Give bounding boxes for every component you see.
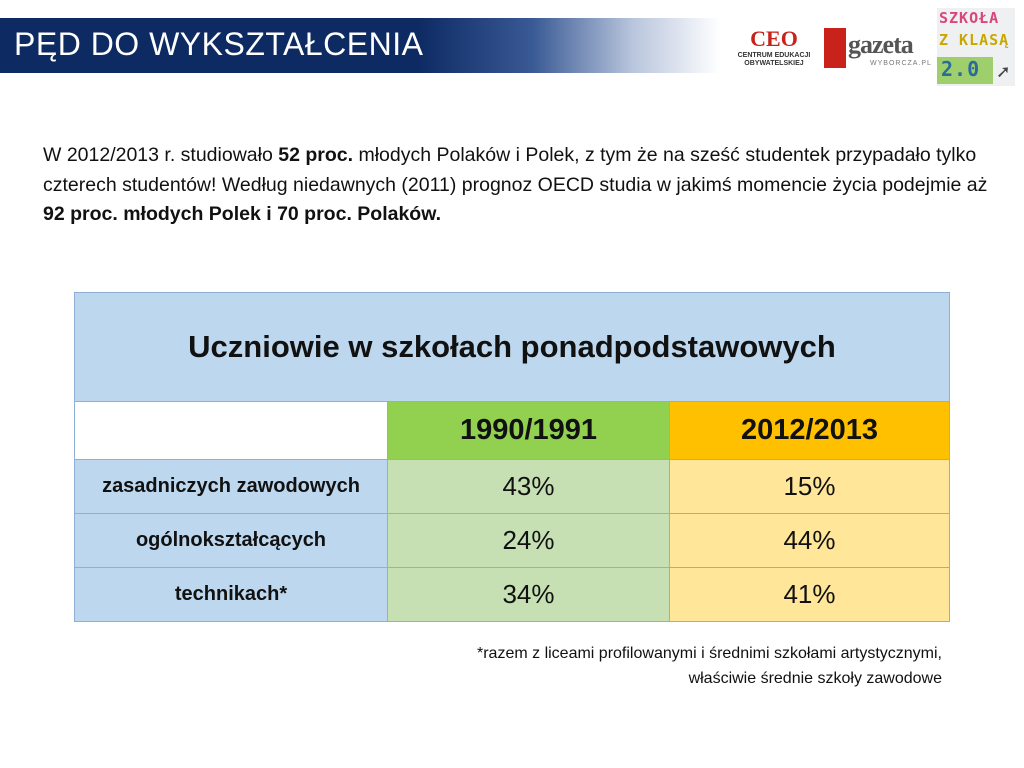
table-header-1990: 1990/1991 <box>387 401 670 460</box>
szkola-logo-line3: 2.0 <box>937 57 993 84</box>
gazeta-logo-sub: WYBORCZA.PL <box>870 60 932 67</box>
table-corner-cell <box>74 401 388 460</box>
ceo-logo: CEO CENTRUM EDUKACJI OBYWATELSKIEJ <box>732 26 816 80</box>
cursor-icon: ➚ <box>997 60 1010 84</box>
table-row: zasadniczych zawodowych 43% 15% <box>74 459 950 514</box>
row-value-2012: 41% <box>669 567 950 622</box>
row-label: technikach* <box>74 567 388 622</box>
row-label: ogólnokształcących <box>74 513 388 568</box>
row-value-2012: 44% <box>669 513 950 568</box>
row-value-2012: 15% <box>669 459 950 514</box>
row-value-1990: 34% <box>387 567 670 622</box>
ceo-logo-mark: CEO <box>750 26 798 51</box>
table-header-2012: 2012/2013 <box>669 401 950 460</box>
row-value-1990: 24% <box>387 513 670 568</box>
footnote: *razem z liceami profilowanymi i średnim… <box>477 641 942 691</box>
table-row: technikach* 34% 41% <box>74 567 950 622</box>
szkola-logo-line2: Z KLASĄ <box>939 31 1010 49</box>
students-table: Uczniowie w szkołach ponadpodstawowych 1… <box>74 292 950 622</box>
footnote-line-1: *razem z liceami profilowanymi i średnim… <box>477 645 942 662</box>
ceo-logo-sub1: CENTRUM EDUKACJI <box>737 52 811 59</box>
table-row: ogólnokształcących 24% 44% <box>74 513 950 568</box>
page-title: PĘD DO WYKSZTAŁCENIA <box>14 26 424 62</box>
gazeta-logo-red-block <box>824 28 846 68</box>
row-value-1990: 43% <box>387 459 670 514</box>
intro-paragraph: W 2012/2013 r. studiowało 52 proc. młody… <box>43 141 993 230</box>
ceo-logo-sub2: OBYWATELSKIEJ <box>744 60 804 67</box>
intro-text-2: młodych Polaków i Polek, z tym że na sze… <box>43 144 988 196</box>
gazeta-logo-text: gazeta <box>848 30 914 59</box>
logo-strip: CEO CENTRUM EDUKACJI OBYWATELSKIEJ gazet… <box>732 8 1022 88</box>
table-title: Uczniowie w szkołach ponadpodstawowych <box>74 292 950 402</box>
row-label: zasadniczych zawodowych <box>74 459 388 514</box>
intro-text-1: W 2012/2013 r. studiowało <box>43 144 279 166</box>
footnote-line-2: właściwie średnie szkoły zawodowe <box>688 670 942 687</box>
gazeta-logo: gazeta WYBORCZA.PL <box>824 28 931 78</box>
intro-bold-1: 52 proc. <box>278 144 354 166</box>
intro-bold-2: 92 proc. młodych Polek i 70 proc. Polakó… <box>43 203 442 225</box>
szkola-z-klasa-logo: SZKOŁA Z KLASĄ 2.0 ➚ <box>937 8 1015 86</box>
title-bar: PĘD DO WYKSZTAŁCENIA <box>0 18 720 73</box>
szkola-logo-line1: SZKOŁA <box>939 9 1000 27</box>
